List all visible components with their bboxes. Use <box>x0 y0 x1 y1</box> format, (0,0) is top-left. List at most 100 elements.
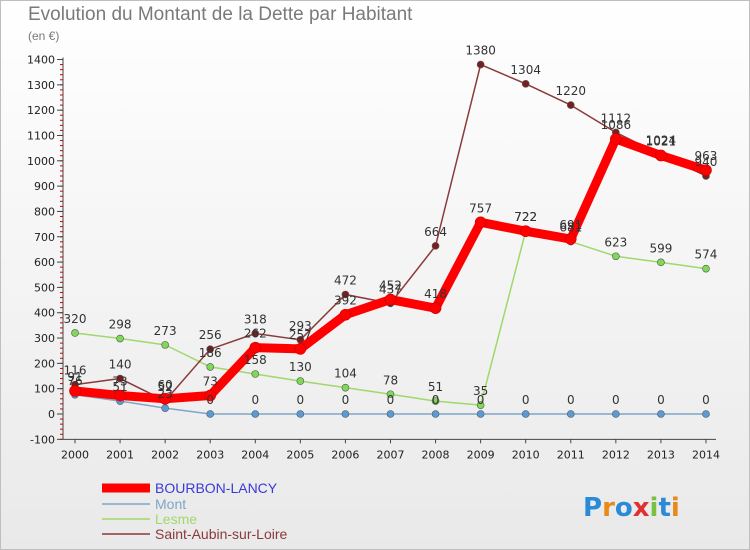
data-point-mont <box>521 410 530 418</box>
data-point-mont <box>566 410 575 418</box>
data-point-mont <box>161 404 169 412</box>
x-tick-label: 2004 <box>241 448 269 461</box>
data-point-lesme <box>251 370 260 378</box>
data-point-saint-aubin-sur-loire <box>341 290 350 299</box>
series-group <box>69 60 712 418</box>
data-label-bourbon-lancy: 1021 <box>646 134 677 148</box>
legend-label-bourbon-lancy: BOURBON-LANCY <box>155 480 278 496</box>
data-label-bourbon-lancy: 418 <box>424 287 447 301</box>
y-tick-label: 900 <box>34 180 55 193</box>
data-point-mont <box>476 410 485 418</box>
data-point-saint-aubin-sur-loire <box>521 80 530 88</box>
data-point-lesme <box>386 390 395 399</box>
data-label-mont: 0 <box>702 393 710 407</box>
x-tick-label: 2012 <box>602 448 630 461</box>
data-label-saint-aubin-sur-loire: 256 <box>199 328 222 342</box>
y-tick-label: 100 <box>34 383 55 396</box>
data-point-bourbon-lancy <box>249 341 262 354</box>
data-point-bourbon-lancy <box>610 133 622 145</box>
data-point-mont <box>251 410 260 418</box>
data-point-mont <box>657 410 665 418</box>
data-point-bourbon-lancy <box>384 293 397 306</box>
data-point-mont <box>206 410 215 418</box>
data-label-mont: 0 <box>432 393 440 407</box>
data-point-lesme <box>612 252 620 261</box>
y-tick-label: 1100 <box>27 129 55 142</box>
data-label-saint-aubin-sur-loire: 318 <box>244 312 267 326</box>
data-label-saint-aubin-sur-loire: 664 <box>424 225 447 239</box>
data-point-bourbon-lancy <box>159 393 171 405</box>
data-label-saint-aubin-sur-loire: 116 <box>64 364 87 378</box>
data-label-lesme: 722 <box>514 210 537 224</box>
data-labels-group: 76 51 23 0 0 0 0 0 0 0 0 0 0 0 0 320 298 273 186 158 130 104 7… <box>64 44 718 407</box>
data-label-lesme: 623 <box>604 235 627 249</box>
chart-title: Evolution du Montant de la Dette par Hab… <box>28 4 413 25</box>
y-tick-label: 1200 <box>27 104 55 117</box>
data-label-bourbon-lancy: 963 <box>695 149 718 163</box>
x-tick-label: 2009 <box>467 448 495 461</box>
data-label-bourbon-lancy: 91 <box>67 370 82 384</box>
data-point-lesme <box>206 363 215 371</box>
data-label-mont: 51 <box>112 380 127 394</box>
y-tick-label: 500 <box>34 281 55 294</box>
logo-text: Proxiti <box>583 493 680 523</box>
data-label-lesme: 273 <box>154 324 177 338</box>
data-label-bourbon-lancy: 722 <box>514 210 537 224</box>
data-label-lesme: 35 <box>473 384 488 398</box>
data-label-saint-aubin-sur-loire: 472 <box>334 273 357 287</box>
data-label-bourbon-lancy: 262 <box>244 327 267 341</box>
series-line-bourbon-lancy <box>70 134 711 404</box>
data-label-saint-aubin-sur-loire: 1112 <box>601 111 632 125</box>
data-label-mont: 0 <box>612 393 620 407</box>
data-label-lesme: 104 <box>334 367 357 381</box>
chart-subtitle: (en €) <box>28 29 60 43</box>
data-point-lesme <box>341 383 350 392</box>
legend: BOURBON-LANCYMontLesmeSaint-Aubin-sur-Lo… <box>102 480 287 542</box>
data-label-saint-aubin-sur-loire: 52 <box>157 380 172 394</box>
data-point-mont <box>296 410 305 418</box>
data-point-saint-aubin-sur-loire <box>566 101 575 109</box>
y-tick-label: 200 <box>34 357 55 370</box>
data-label-bourbon-lancy: 73 <box>112 375 127 389</box>
data-point-saint-aubin-sur-loire <box>251 329 260 338</box>
data-point-saint-aubin-sur-loire <box>431 242 440 250</box>
data-point-bourbon-lancy <box>204 389 217 402</box>
data-point-bourbon-lancy <box>114 389 126 402</box>
x-tick-label: 2014 <box>692 448 720 461</box>
data-label-mont: 0 <box>477 393 485 407</box>
data-label-lesme: 298 <box>109 318 132 332</box>
data-label-mont: 23 <box>157 387 172 401</box>
y-tick-label: 0 <box>48 408 55 421</box>
data-point-bourbon-lancy <box>294 343 307 355</box>
y-tick-label: 400 <box>34 307 55 320</box>
data-label-lesme: 186 <box>199 346 222 360</box>
data-label-mont: 0 <box>206 393 214 407</box>
x-tick-label: 2006 <box>331 448 359 461</box>
data-label-mont: 0 <box>387 393 395 407</box>
data-label-lesme: 681 <box>559 221 582 235</box>
data-label-lesme: 130 <box>289 360 312 374</box>
logo-letter: i <box>671 493 680 523</box>
data-label-saint-aubin-sur-loire: 437 <box>379 282 402 296</box>
data-label-lesme: 51 <box>428 380 443 394</box>
data-point-bourbon-lancy <box>339 308 352 321</box>
data-label-saint-aubin-sur-loire: 1380 <box>465 44 496 58</box>
data-label-mont: 0 <box>251 393 259 407</box>
y-tick-label: 600 <box>34 256 55 269</box>
data-point-bourbon-lancy <box>69 385 81 397</box>
logo-letter: x <box>633 493 650 523</box>
data-point-bourbon-lancy <box>519 225 532 237</box>
data-point-lesme <box>476 401 485 409</box>
data-point-lesme <box>116 334 124 343</box>
x-tick-label: 2011 <box>557 448 585 461</box>
data-point-mont <box>386 410 395 418</box>
data-point-saint-aubin-sur-loire <box>206 345 215 353</box>
y-tick-label: -100 <box>30 433 55 446</box>
logo-letter: P <box>583 493 602 523</box>
logo-letter: o <box>615 493 633 523</box>
data-label-bourbon-lancy: 757 <box>469 201 492 215</box>
data-point-lesme <box>702 264 710 273</box>
data-point-bourbon-lancy <box>474 216 487 229</box>
